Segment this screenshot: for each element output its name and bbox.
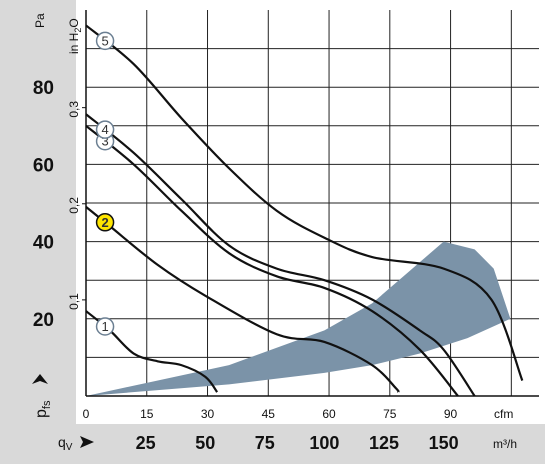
tick-labels: 20 40 60 80 0,1 0,2 0,3 0 15 30 45 60 75 90 25 50 75 100 1… xyxy=(33,78,459,453)
m3h-unit-label: m³/h xyxy=(493,437,517,451)
operating-region xyxy=(86,241,511,396)
curve-4 xyxy=(85,113,476,397)
curve-2 xyxy=(85,206,400,394)
curve-3 xyxy=(85,124,459,397)
curve-5 xyxy=(85,24,524,381)
curve-label-text-5: 5 xyxy=(101,33,108,48)
m3h-tick-50: 50 xyxy=(195,433,215,453)
curve-label-circle-5 xyxy=(95,31,115,51)
pa-tick-60: 60 xyxy=(33,155,54,176)
m3h-tick-75: 75 xyxy=(255,433,275,453)
inh2o-tick-1: 0,2 xyxy=(67,197,81,214)
y-axis-band xyxy=(0,0,76,464)
pa-tick-20: 20 xyxy=(33,310,54,331)
cfm-tick-60: 60 xyxy=(322,407,336,421)
pfs-arrow-icon xyxy=(32,374,48,384)
cfm-tick-45: 45 xyxy=(262,407,276,421)
pa-tick-40: 40 xyxy=(33,233,54,254)
curve-label-text-3: 3 xyxy=(101,134,108,149)
curve-label-1: 1 xyxy=(95,317,115,336)
qv-axis-label: qV xyxy=(58,434,73,453)
curve-label-text-4: 4 xyxy=(101,122,108,137)
m3h-tick-25: 25 xyxy=(136,433,156,453)
cfm-tick-90: 90 xyxy=(444,407,458,421)
curve-label-text-2: 2 xyxy=(101,215,108,230)
curves: 1 2 34 5 xyxy=(85,24,524,397)
m3h-tick-150: 150 xyxy=(429,433,459,453)
cfm-tick-15: 15 xyxy=(140,407,154,421)
cfm-tick-75: 75 xyxy=(383,407,397,421)
curve-label-2: 2 xyxy=(95,213,115,232)
m3h-tick-125: 125 xyxy=(369,433,399,453)
cfm-tick-0: 0 xyxy=(83,407,90,421)
inh2o-tick-0: 0,1 xyxy=(67,293,81,310)
axis-frame xyxy=(82,10,539,397)
inh2o-tick-2: 0,3 xyxy=(67,101,81,118)
curve-label-text-1: 1 xyxy=(101,319,108,334)
pa-tick-80: 80 xyxy=(33,78,54,99)
m3h-tick-100: 100 xyxy=(309,433,339,453)
pa-unit-label: Pa xyxy=(33,13,47,28)
curve-label-4: 4 xyxy=(95,120,115,139)
curve-label-5: 5 xyxy=(95,31,115,51)
pfs-axis-label: pfs xyxy=(33,400,53,418)
x-axis-band xyxy=(0,424,545,464)
curve-label-circle-2 xyxy=(95,213,115,232)
cfm-tick-30: 30 xyxy=(201,407,215,421)
operating-region-area xyxy=(86,241,511,396)
inh2o-unit-label: in H2O xyxy=(67,18,83,54)
cfm-unit-label: cfm xyxy=(494,407,513,421)
curve-label-circle-1 xyxy=(95,317,115,336)
curve-label-circle-4 xyxy=(95,120,115,139)
qv-arrow-icon xyxy=(80,436,94,448)
